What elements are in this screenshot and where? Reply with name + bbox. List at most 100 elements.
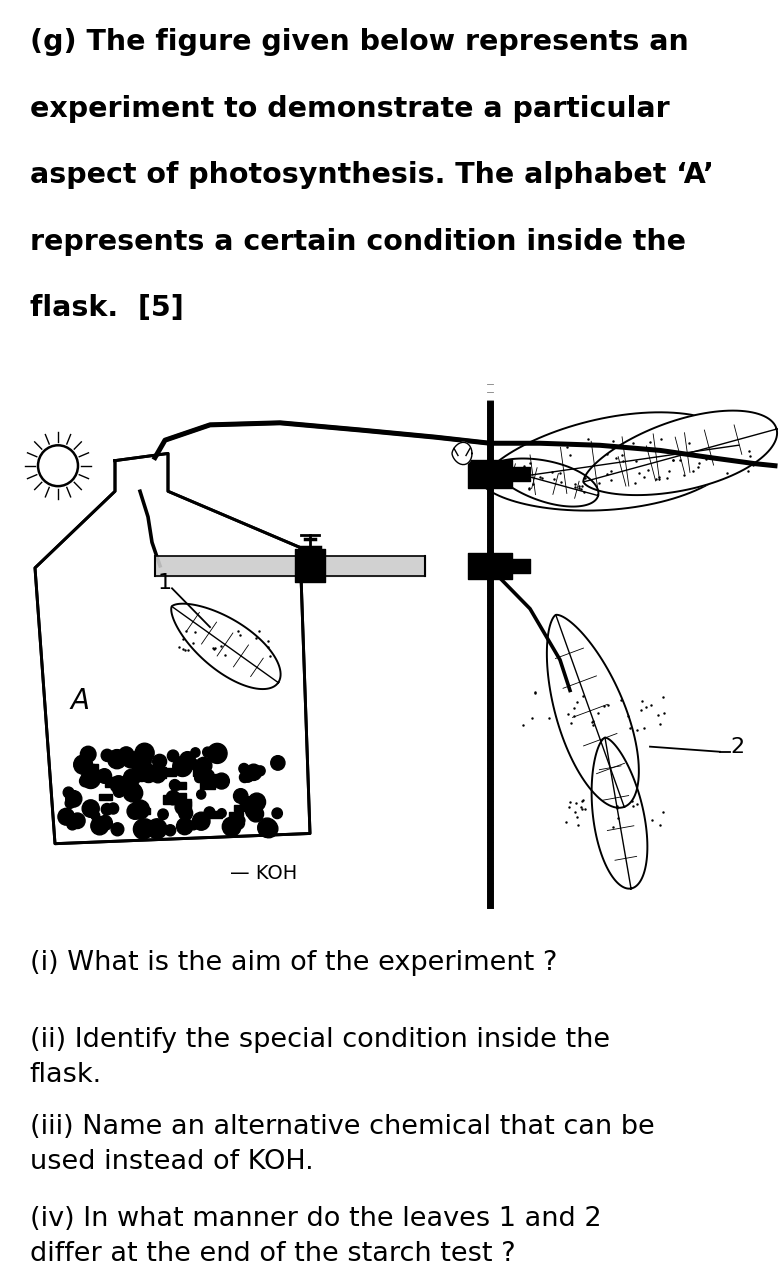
Circle shape xyxy=(172,756,193,777)
Circle shape xyxy=(191,748,200,758)
Circle shape xyxy=(108,753,120,764)
Circle shape xyxy=(172,795,180,804)
Circle shape xyxy=(195,815,209,829)
Circle shape xyxy=(80,776,90,787)
Circle shape xyxy=(189,820,198,829)
Circle shape xyxy=(196,758,212,774)
Circle shape xyxy=(203,748,213,758)
Circle shape xyxy=(189,759,199,769)
Circle shape xyxy=(271,755,285,771)
Circle shape xyxy=(98,769,112,783)
Circle shape xyxy=(119,746,134,763)
Circle shape xyxy=(193,813,210,831)
Circle shape xyxy=(239,772,250,782)
Circle shape xyxy=(153,754,167,768)
Circle shape xyxy=(200,769,215,783)
Circle shape xyxy=(179,806,193,820)
Circle shape xyxy=(211,774,222,786)
Circle shape xyxy=(108,803,119,814)
Text: (i) What is the aim of the experiment ?: (i) What is the aim of the experiment ? xyxy=(30,950,557,975)
Circle shape xyxy=(89,769,101,781)
Bar xyxy=(180,800,190,806)
Circle shape xyxy=(242,769,255,782)
Circle shape xyxy=(108,750,126,769)
Circle shape xyxy=(129,751,148,771)
Bar xyxy=(143,809,150,814)
Circle shape xyxy=(233,788,248,804)
Polygon shape xyxy=(35,453,310,844)
Text: 1: 1 xyxy=(158,573,172,593)
Circle shape xyxy=(168,750,179,762)
Bar xyxy=(178,801,190,812)
Circle shape xyxy=(133,751,151,771)
Polygon shape xyxy=(172,604,281,689)
Bar xyxy=(105,777,116,787)
Circle shape xyxy=(113,786,125,797)
Circle shape xyxy=(144,822,153,831)
Polygon shape xyxy=(481,412,739,511)
Circle shape xyxy=(246,803,262,819)
Text: aspect of photosynthesis. The alphabet ‘A’: aspect of photosynthesis. The alphabet ‘… xyxy=(30,161,714,189)
Circle shape xyxy=(232,817,244,829)
Circle shape xyxy=(214,773,229,788)
Circle shape xyxy=(58,808,74,826)
Circle shape xyxy=(82,763,95,777)
Circle shape xyxy=(80,746,96,763)
Circle shape xyxy=(257,818,277,837)
Text: (ii) Identify the special condition inside the
flask.: (ii) Identify the special condition insi… xyxy=(30,1027,610,1088)
Circle shape xyxy=(101,749,113,762)
Circle shape xyxy=(246,764,261,781)
Polygon shape xyxy=(492,458,598,507)
Circle shape xyxy=(191,760,200,769)
Circle shape xyxy=(180,751,195,767)
Circle shape xyxy=(122,751,139,768)
Circle shape xyxy=(204,806,215,818)
Text: (g) The figure given below represents an: (g) The figure given below represents an xyxy=(30,28,689,56)
Circle shape xyxy=(151,767,165,783)
Circle shape xyxy=(81,769,101,788)
Text: A: A xyxy=(70,686,90,714)
Text: (iv) In what manner do the leaves 1 and 2
differ at the end of the starch test ?: (iv) In what manner do the leaves 1 and … xyxy=(30,1206,601,1267)
Circle shape xyxy=(135,744,154,763)
Bar xyxy=(83,764,98,774)
Circle shape xyxy=(261,819,278,837)
Circle shape xyxy=(239,763,249,774)
Polygon shape xyxy=(452,443,472,465)
Polygon shape xyxy=(583,411,777,495)
Circle shape xyxy=(66,791,82,808)
Bar xyxy=(164,795,172,804)
Circle shape xyxy=(165,824,176,836)
Bar xyxy=(99,794,112,800)
Bar xyxy=(158,767,165,778)
Bar xyxy=(165,768,176,776)
Circle shape xyxy=(272,808,282,819)
Circle shape xyxy=(169,780,180,791)
Circle shape xyxy=(218,809,226,818)
Circle shape xyxy=(126,785,143,801)
Circle shape xyxy=(158,809,168,819)
Circle shape xyxy=(197,790,206,799)
Circle shape xyxy=(66,797,76,809)
Circle shape xyxy=(123,769,140,786)
Bar xyxy=(234,805,244,810)
Circle shape xyxy=(248,794,265,812)
Circle shape xyxy=(147,819,167,838)
Polygon shape xyxy=(591,737,647,888)
Text: (iii) Name an alternative chemical that can be
used instead of KOH.: (iii) Name an alternative chemical that … xyxy=(30,1114,654,1175)
Bar xyxy=(173,782,186,788)
Circle shape xyxy=(140,764,158,782)
Bar xyxy=(172,792,186,801)
Polygon shape xyxy=(547,614,639,808)
Circle shape xyxy=(63,787,74,797)
Circle shape xyxy=(195,773,204,782)
Circle shape xyxy=(175,799,191,815)
Text: experiment to demonstrate a particular: experiment to demonstrate a particular xyxy=(30,95,669,123)
Circle shape xyxy=(240,796,255,812)
Bar xyxy=(147,768,158,773)
Circle shape xyxy=(173,782,182,790)
Circle shape xyxy=(243,772,253,782)
Circle shape xyxy=(90,817,108,835)
Circle shape xyxy=(253,796,264,809)
Bar xyxy=(200,780,215,788)
Circle shape xyxy=(38,445,78,486)
